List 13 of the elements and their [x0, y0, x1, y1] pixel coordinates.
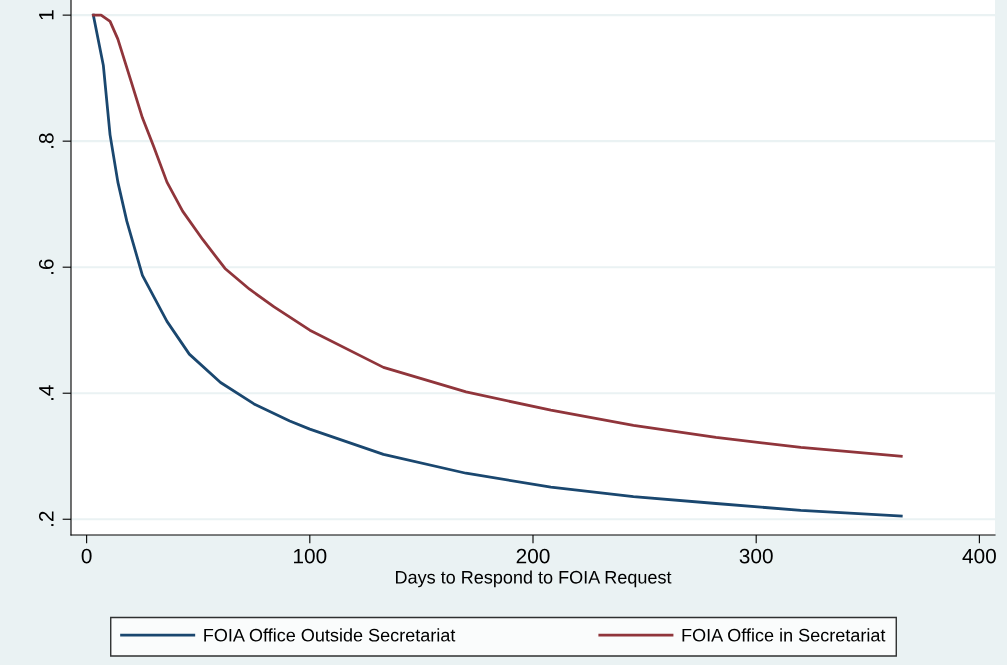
x-tick-label: 300: [739, 548, 773, 564]
legend-label: FOIA Office Outside Secretariat: [204, 628, 456, 642]
x-axis-title: Days to Respond to FOIA Request: [395, 570, 672, 588]
y-tick-label: .8: [38, 133, 54, 148]
x-tick-label: 100: [294, 548, 327, 564]
x-tick-label: 0: [81, 548, 92, 564]
x-tick-label: 400: [962, 548, 996, 564]
y-tick-label: .4: [39, 385, 54, 400]
x-tick-label: 200: [516, 548, 550, 564]
legend-label: FOIA Office in Secretariat: [682, 628, 886, 642]
y-tick-label: 1: [39, 10, 54, 20]
y-tick-label: .2: [38, 511, 54, 527]
y-tick-label: .6: [38, 259, 54, 274]
